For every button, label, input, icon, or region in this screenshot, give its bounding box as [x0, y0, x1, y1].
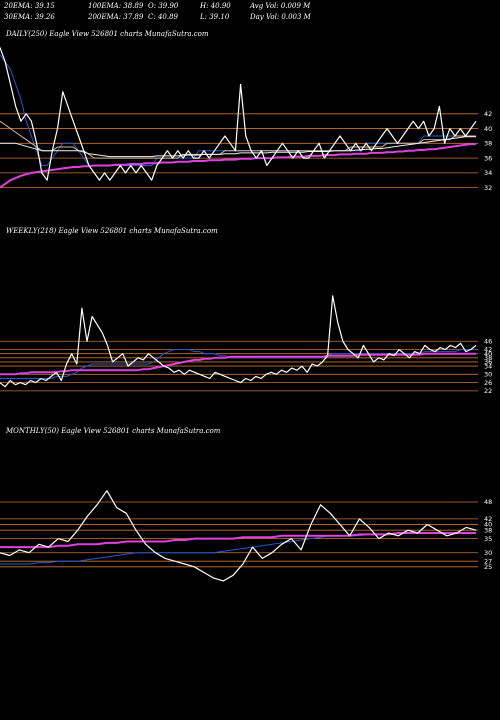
monthly-series-ema100 — [0, 532, 476, 549]
weekly-ytick-label: 40 — [484, 350, 492, 358]
daily-series-ema100 — [0, 136, 476, 158]
monthly-ytick-label: 40 — [484, 521, 492, 529]
weekly-series-ema200 — [0, 352, 476, 376]
header-ema20: 20EMA: 39.15 — [4, 2, 55, 10]
weekly-ytick-label: 38 — [484, 354, 492, 362]
daily-series-ema200 — [0, 143, 476, 189]
monthly-panel-title: MONTHLY(50) Eagle View 526801 charts Mun… — [6, 427, 221, 435]
monthly-ytick-label: 48 — [484, 498, 492, 506]
daily-ytick-label: 32 — [484, 184, 492, 192]
monthly-ytick-label: 42 — [484, 515, 492, 523]
header-ema200: 200EMA: 37.89 — [88, 13, 144, 21]
daily-panel-title: DAILY(250) Eagle View 526801 charts Muna… — [6, 30, 209, 38]
header-close: C: 40.89 — [148, 13, 178, 21]
daily-ytick-label: 38 — [484, 140, 492, 148]
monthly-series-price — [0, 490, 477, 582]
weekly-ytick-label: 36 — [484, 358, 492, 366]
weekly-ytick-label: 46 — [484, 337, 492, 345]
daily-ytick-label: 34 — [484, 169, 492, 177]
weekly-ytick-label: 34 — [484, 362, 492, 370]
weekly-panel-title: WEEKLY(218) Eagle View 526801 charts Mun… — [6, 227, 218, 235]
daily-ytick-label: 42 — [484, 110, 492, 118]
header-open: O: 39.90 — [148, 2, 179, 10]
daily-series-price — [0, 47, 477, 181]
weekly-ytick-label: 30 — [484, 371, 492, 379]
monthly-ytick-label: 30 — [484, 549, 492, 557]
monthly-ytick-label: 38 — [484, 526, 492, 534]
header-ema100: 100EMA: 38.89 — [88, 2, 144, 10]
monthly-ytick-label: 35 — [484, 535, 492, 543]
header-ema30: 30EMA: 39.26 — [4, 13, 55, 21]
monthly-ytick-label: 25 — [484, 563, 492, 571]
daily-chart: 42 40 38 36 34 32 — [0, 47, 492, 192]
daily-ytick-label: 40 — [484, 125, 492, 133]
header-low: L: 39.10 — [200, 13, 230, 21]
header-avgvol: Avg Vol: 0.009 M — [250, 2, 311, 10]
header-dayvol: Day Vol: 0.003 M — [250, 13, 311, 21]
weekly-ytick-label: 22 — [484, 387, 492, 395]
weekly-series-price — [0, 295, 477, 388]
daily-series-ema30 — [0, 120, 476, 159]
weekly-ytick-label: 42 — [484, 346, 492, 354]
weekly-ytick-label: 26 — [484, 379, 492, 387]
daily-ytick-label: 36 — [484, 154, 492, 162]
header-high: H: 40.90 — [200, 2, 231, 10]
monthly-ytick-label: 27 — [484, 557, 492, 565]
